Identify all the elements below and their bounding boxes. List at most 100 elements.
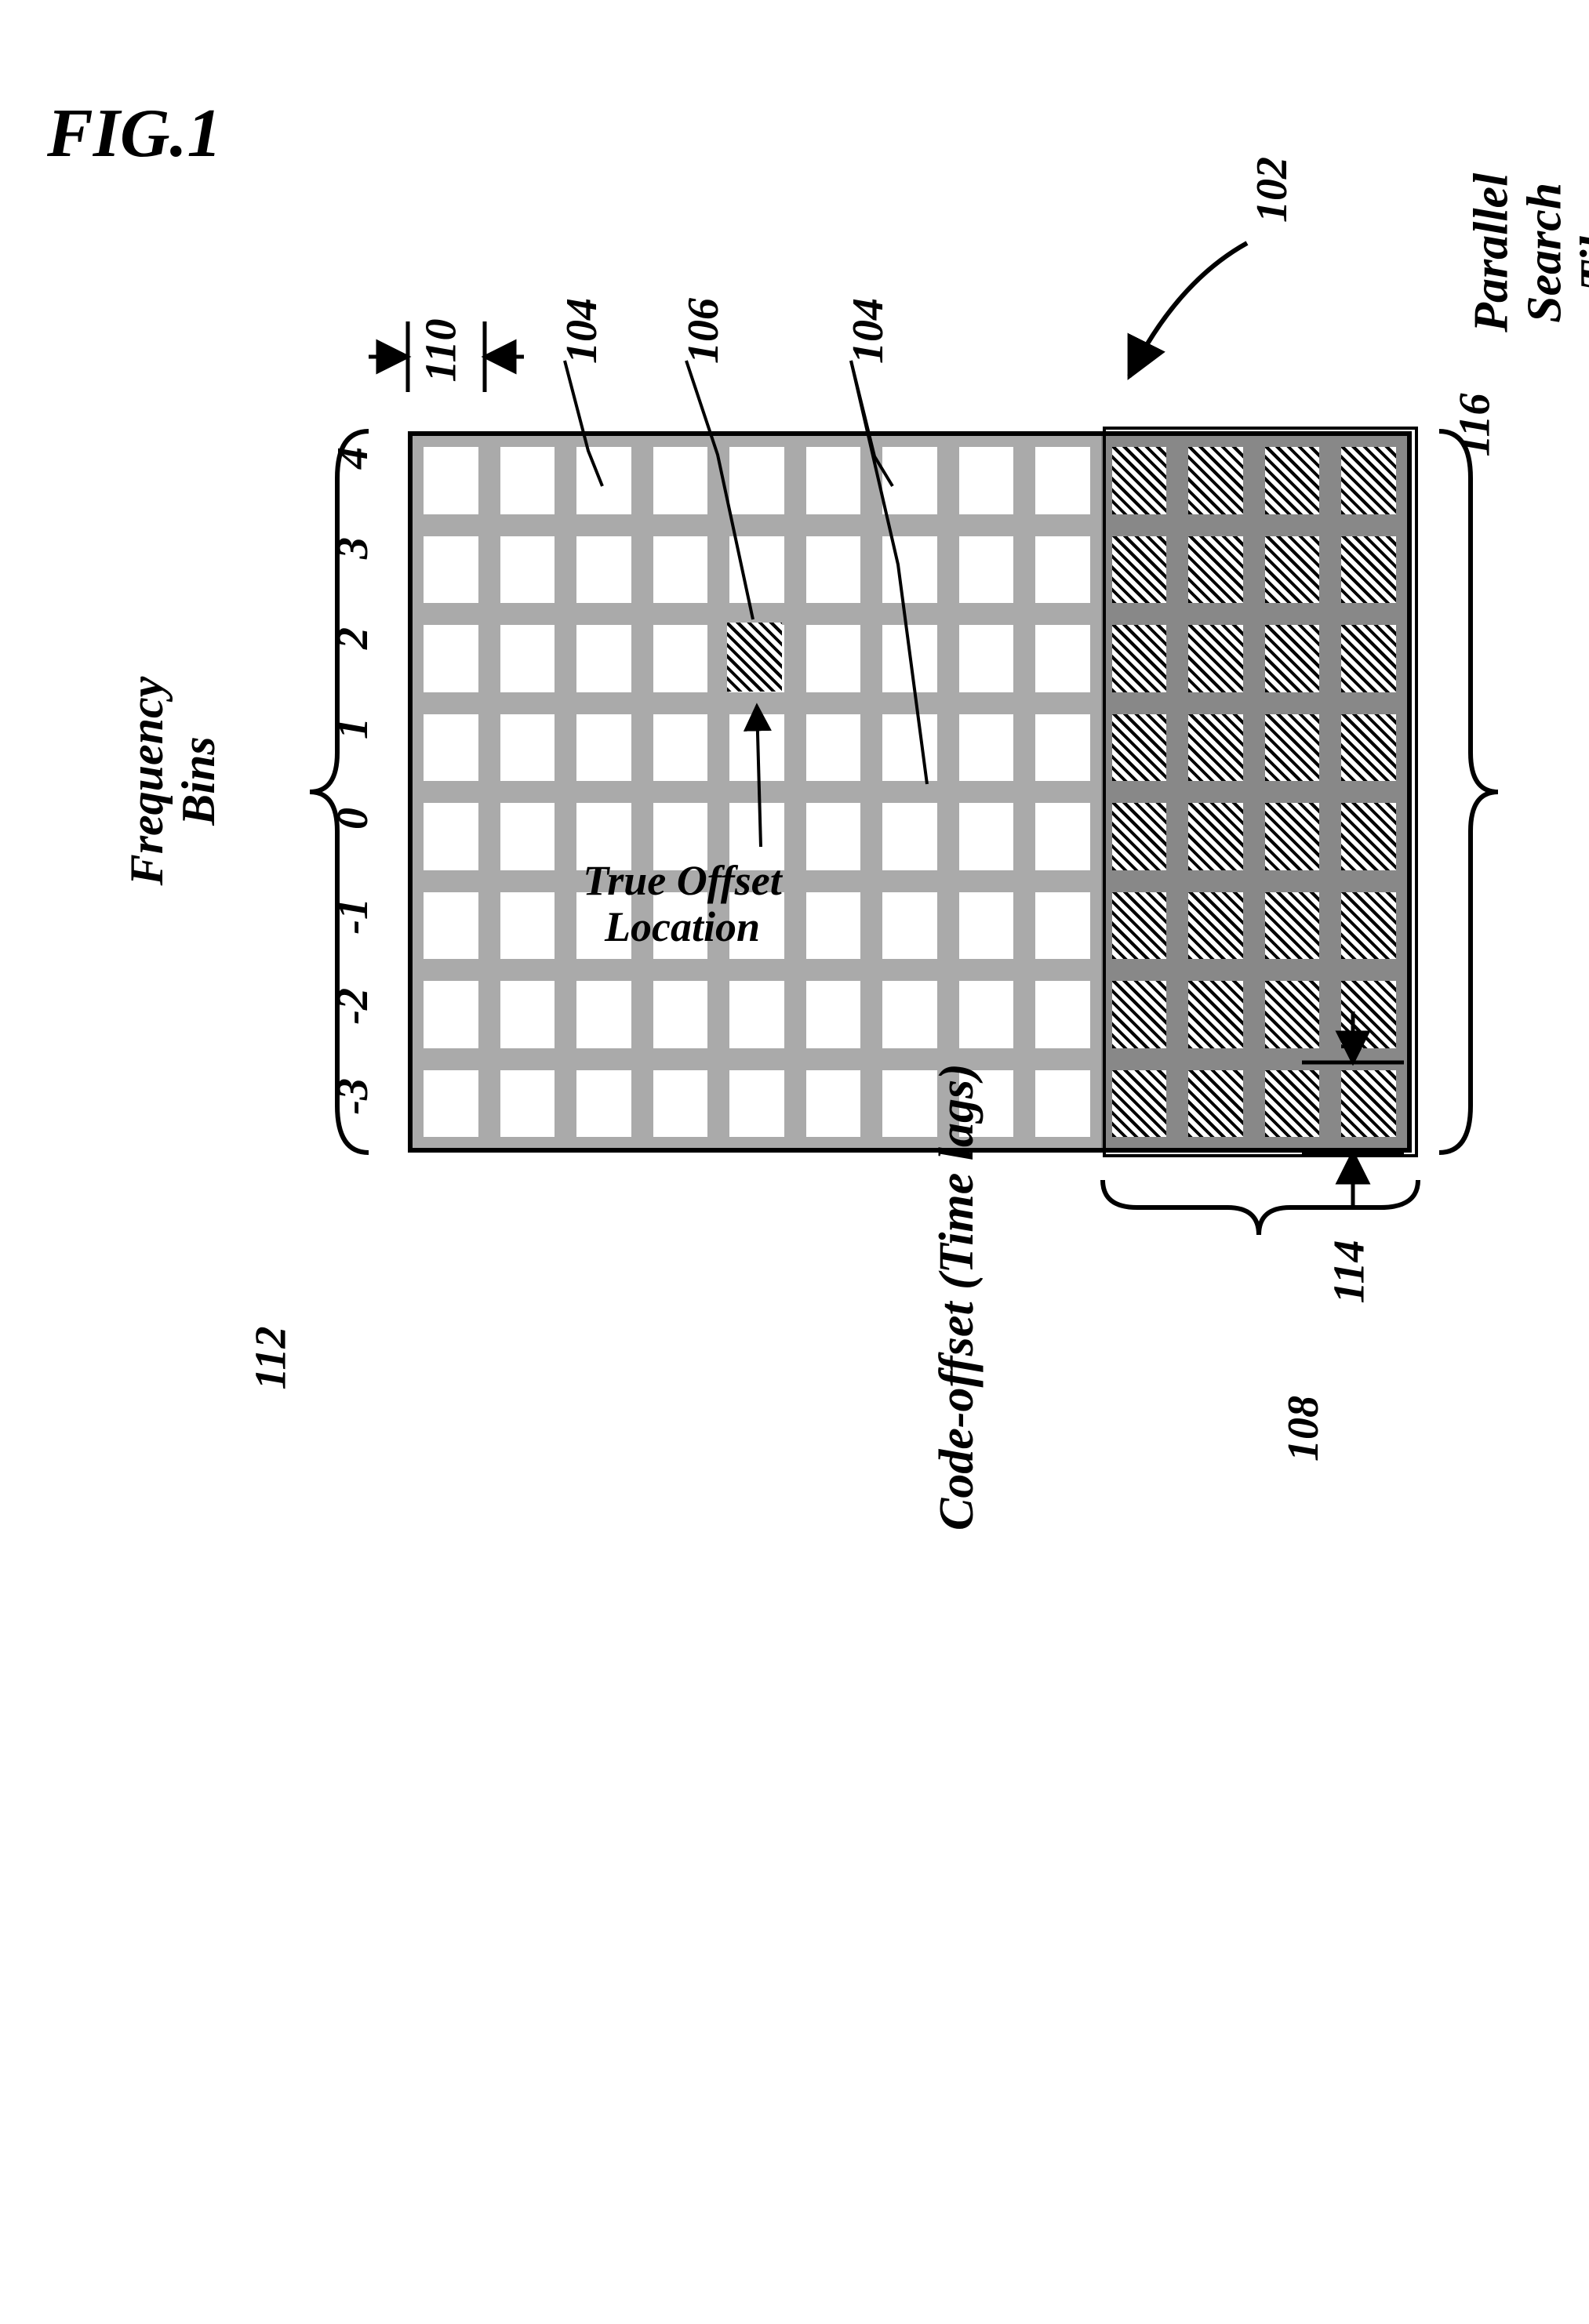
grid-cell-hatched — [1254, 703, 1331, 793]
grid-cell — [718, 1059, 795, 1149]
grid-cell — [871, 525, 948, 615]
grid-cell — [1024, 792, 1101, 881]
grid-cell-hatched — [1177, 703, 1254, 793]
grid-cell — [1024, 614, 1101, 703]
grid-cell-hatched — [1254, 525, 1331, 615]
grid-cell-hatched — [1254, 1059, 1331, 1149]
grid-cell-hatched — [1101, 614, 1178, 703]
tile-label-text: Parallel Search Tile — [1465, 173, 1589, 332]
grid-cell-hatched — [1330, 436, 1407, 525]
parallel-search-tile-label: Parallel Search Tile — [1465, 96, 1589, 409]
grid-cell — [642, 1059, 719, 1149]
y-tick: 3 — [328, 537, 378, 600]
grid-cell-hatched — [1254, 614, 1331, 703]
grid-cell — [871, 792, 948, 881]
grid-cell-hatched — [1330, 970, 1407, 1059]
grid-cell — [642, 436, 719, 525]
grid-cell — [413, 970, 489, 1059]
grid-cell-hatched — [1177, 881, 1254, 971]
grid-cell — [413, 703, 489, 793]
grid-cell-hatched — [1101, 970, 1178, 1059]
annotation-overlay — [0, 0, 1589, 2324]
grid-cell-hatched — [1254, 792, 1331, 881]
grid-cell-hatched — [1177, 1059, 1254, 1149]
grid-cell — [948, 703, 1025, 793]
search-grid — [408, 431, 1412, 1153]
y-tick: 0 — [328, 808, 378, 870]
grid-cell — [565, 703, 642, 793]
y-tick: 2 — [328, 627, 378, 690]
grid-cell — [413, 436, 489, 525]
grid-cell-hatched — [1101, 1059, 1178, 1149]
grid-cell — [642, 970, 719, 1059]
grid-cell — [1024, 525, 1101, 615]
grid-cell — [489, 703, 566, 793]
grid-cell — [1024, 881, 1101, 971]
grid-cell-hatched — [1101, 881, 1178, 971]
grid-cell-hatched — [1101, 525, 1178, 615]
figure-title: FIG.1 — [47, 94, 222, 173]
true-offset-label-line2: Location — [514, 904, 851, 950]
grid-cell — [718, 970, 795, 1059]
grid-cell-hatched — [1254, 970, 1331, 1059]
y-tick: -2 — [328, 988, 378, 1051]
grid-cell — [565, 525, 642, 615]
grid-cell — [948, 614, 1025, 703]
grid-cell — [642, 614, 719, 703]
grid-cell — [795, 436, 872, 525]
y-tick: 4 — [328, 447, 378, 510]
grid-cell-hatched — [1177, 970, 1254, 1059]
grid-cell — [871, 881, 948, 971]
grid-cell — [1024, 436, 1101, 525]
grid-cell — [642, 703, 719, 793]
grid-cell — [871, 703, 948, 793]
grid-cell — [948, 525, 1025, 615]
callout-104b: 104 — [843, 298, 893, 364]
x-axis-label: Code-offset (Time lags) — [930, 983, 984, 1610]
grid-cell-hatched — [1101, 436, 1178, 525]
grid-cell — [1024, 703, 1101, 793]
grid-cell — [413, 792, 489, 881]
grid-cell — [489, 1059, 566, 1149]
grid-cell — [413, 881, 489, 971]
grid-cell — [795, 1059, 872, 1149]
grid-cell — [948, 436, 1025, 525]
grid-cell-hatched — [1330, 525, 1407, 615]
grid-cell — [413, 1059, 489, 1149]
true-offset-label-line1: True Offset — [514, 858, 851, 904]
grid-cell — [795, 703, 872, 793]
grid-cell — [795, 614, 872, 703]
callout-104a: 104 — [557, 298, 607, 364]
grid-cell — [489, 970, 566, 1059]
callout-102: 102 — [1247, 157, 1297, 223]
true-offset-label: True Offset Location — [514, 858, 851, 951]
grid-cell-hatched — [1177, 614, 1254, 703]
y-axis-label: Frequency Bins — [121, 624, 224, 938]
grid-cell — [871, 614, 948, 703]
grid-cell-hatched — [1177, 436, 1254, 525]
callout-112: 112 — [245, 1327, 296, 1390]
grid-cell — [489, 436, 566, 525]
callout-116: 116 — [1449, 394, 1500, 457]
grid-cell-hatched — [1330, 614, 1407, 703]
grid-cell-hatched — [1330, 703, 1407, 793]
y-tick: 1 — [328, 717, 378, 780]
grid-cell-hatched — [1177, 792, 1254, 881]
grid-cells — [413, 436, 1407, 1148]
y-tick: -3 — [328, 1078, 378, 1141]
grid-cell — [413, 525, 489, 615]
grid-cell — [413, 614, 489, 703]
grid-cell — [718, 703, 795, 793]
grid-cell — [565, 970, 642, 1059]
grid-cell — [718, 525, 795, 615]
grid-cell — [489, 614, 566, 703]
grid-cell — [565, 436, 642, 525]
grid-cell-hatched — [1330, 792, 1407, 881]
callout-114: 114 — [1324, 1240, 1374, 1304]
grid-cell-hatched — [1101, 792, 1178, 881]
grid-cell — [948, 792, 1025, 881]
grid-cell — [565, 614, 642, 703]
grid-cell — [795, 525, 872, 615]
y-axis-label-text: Frequency Bins — [121, 677, 224, 886]
callout-106: 106 — [678, 298, 729, 364]
